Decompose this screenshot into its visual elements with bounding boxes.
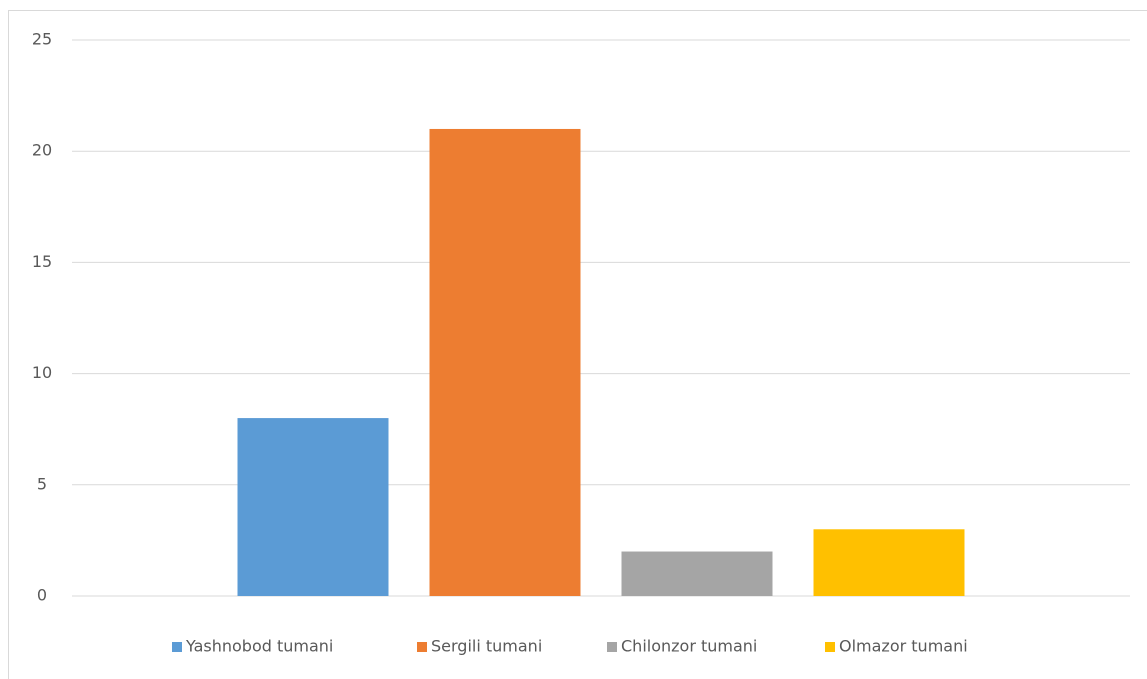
- bar: [237, 418, 389, 596]
- legend-label: Chilonzor tumani: [621, 637, 757, 656]
- y-tick-label: 10: [32, 363, 52, 382]
- y-tick-label: 20: [32, 141, 52, 160]
- legend-swatch: [607, 642, 617, 652]
- bar: [621, 551, 773, 596]
- legend-swatch: [825, 642, 835, 652]
- y-tick-label: 0: [37, 586, 47, 605]
- bar: [813, 529, 965, 596]
- y-tick-label: 5: [37, 474, 47, 493]
- bar: [429, 128, 581, 596]
- legend-swatch: [417, 642, 427, 652]
- y-tick-label: 25: [32, 30, 52, 49]
- legend-label: Olmazor tumani: [839, 637, 968, 656]
- legend-label: Sergili tumani: [431, 637, 542, 656]
- y-tick-label: 15: [32, 252, 52, 271]
- legend-label: Yashnobod tumani: [185, 637, 333, 656]
- legend-swatch: [172, 642, 182, 652]
